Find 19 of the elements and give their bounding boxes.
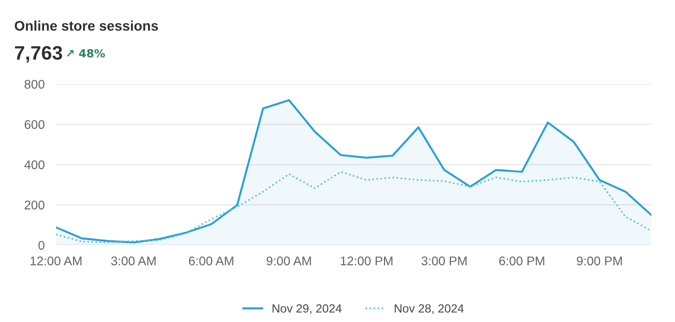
chart-subtitle: 7,763 <box>15 46 62 63</box>
chart-title: Online store sessions <box>14 20 158 31</box>
text: ↗ 48% <box>66 49 105 58</box>
y-tick-label: 400 <box>24 160 44 170</box>
line-series <box>56 171 652 244</box>
x-tick-label: 3:00 PM <box>422 256 467 266</box>
y-tick-label: 200 <box>24 200 44 210</box>
x-tick-label: 6:00 AM <box>189 256 234 266</box>
x-tick-label: 12:00 AM <box>30 256 82 266</box>
x-tick-label: 3:00 AM <box>111 256 156 266</box>
x-tick-label: 9:00 AM <box>266 256 311 266</box>
y-tick-label: 600 <box>24 120 44 129</box>
x-tick-label: 12:00 PM <box>340 256 392 266</box>
y-tick-label: 800 <box>24 80 44 89</box>
x-tick-label: 9:00 PM <box>576 256 622 266</box>
y-tick-label: 0 <box>38 240 44 250</box>
legend-label: Nov 29, 2024 <box>272 304 342 314</box>
legend-label: Nov 28, 2024 <box>394 304 464 314</box>
x-tick-label: 6:00 PM <box>499 256 544 266</box>
